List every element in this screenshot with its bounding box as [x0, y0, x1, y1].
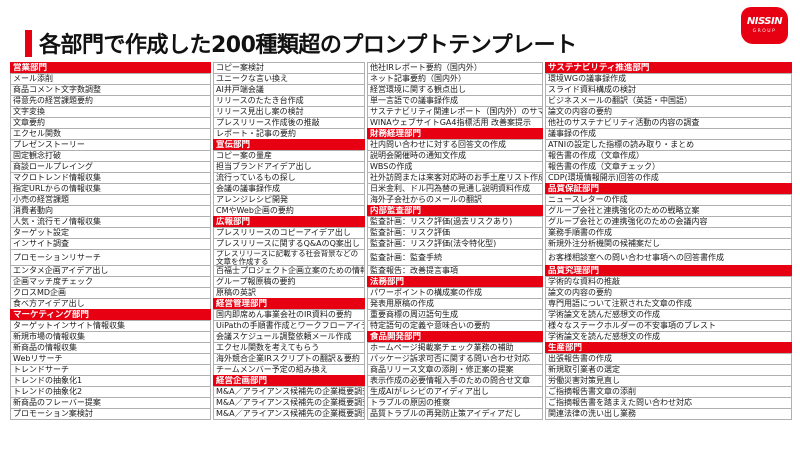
department-column: サステナビリティ推進部門 環境WGの議事録作成 スライド資料構成の検討 ビジネスメール…: [545, 62, 792, 420]
title-accent-bar: [25, 30, 32, 57]
template-item: 品質トラブルの再発防止策アイディアだし: [367, 408, 543, 420]
logo-group-text: GROUP: [752, 29, 777, 34]
department-column: 営業部門 メール添削 商品コメント文字数調整 得意先の経営課題要約 文字変換 文章要約 エク…: [10, 62, 211, 420]
department-column: 他社IRレポート要約（国内外） ネット記事要約（国内外） 経営環境に関する観点出し単…: [367, 62, 543, 420]
template-item: 監査計画：監査手続: [367, 249, 543, 266]
template-item: M&A／アライアンス候補先の企業概要調査③: [213, 408, 365, 420]
logo-brand-text: NISSIN: [746, 16, 783, 27]
template-item: 関連法律の洗い出し業務: [545, 408, 792, 420]
template-item: プロモーションリサーチ: [10, 249, 211, 266]
template-item: プロモーション案検討: [10, 408, 211, 420]
template-grid: 営業部門 メール添削 商品コメント文字数調整 得意先の経営課題要約 文字変換 文章要約 エク…: [10, 62, 792, 420]
department-column: コピー案検討 ユニークな言い換え AI井戸端会議 リリースのたたき台作成 リリース見出し…: [213, 62, 365, 420]
template-item: お客様相談室への問い合わせ事項への回答書作成: [545, 249, 792, 266]
nissin-group-logo: NISSIN GROUP: [741, 7, 788, 44]
template-item: プレスリリースに記載する社会背景などの文章を作成する: [213, 249, 365, 266]
page-title: 各部門で作成した200種類超のプロンプトテンプレート: [39, 33, 577, 58]
